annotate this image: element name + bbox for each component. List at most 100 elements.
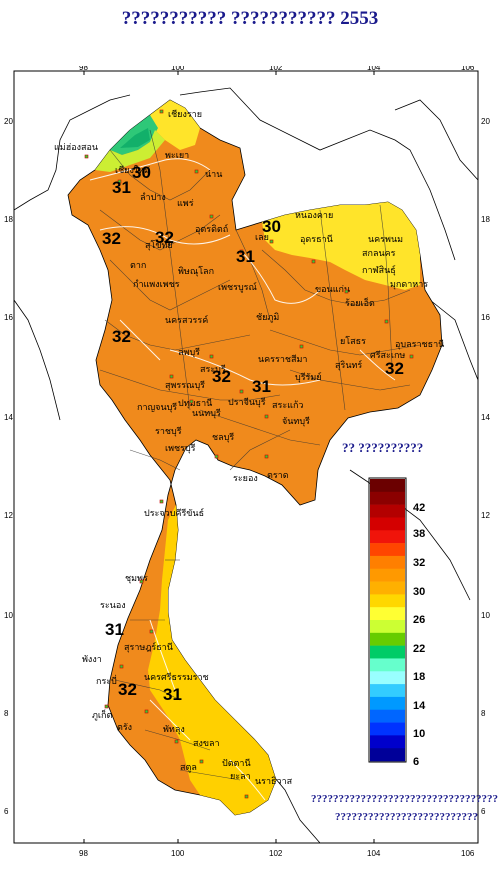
province-labels: เชียงราย แม่ฮ่องสอน เชียงใหม่ พะเยา น่าน… (54, 109, 444, 786)
province-label: กำแพงเพชร (133, 279, 180, 289)
province-label: กาญจนบุรี (137, 402, 177, 413)
province-label: เชียงราย (168, 109, 202, 119)
province-label: พัทลุง (163, 724, 185, 735)
province-label: นราธิวาส (255, 776, 293, 786)
y-axis-labels-left: 20 18 16 14 12 10 8 6 (4, 117, 13, 816)
color-legend: 42 38 32 30 26 22 18 14 10 6 (368, 477, 426, 768)
province-label: มุกดาหาร (390, 279, 428, 290)
province-label: ปัตตานี (222, 758, 251, 768)
zone-28-north (95, 130, 165, 172)
legend-swatch (370, 517, 405, 531)
contour-label: 31 (163, 685, 182, 704)
temperature-map: เชียงราย แม่ฮ่องสอน เชียงใหม่ พะเยา น่าน… (4, 66, 490, 858)
legend-swatch (370, 696, 405, 711)
province-label: ลพบุรี (178, 347, 200, 358)
province-label: ชัยภูมิ (256, 312, 279, 323)
x-tick-label: 102 (269, 66, 283, 72)
province-label: นครสวรรค์ (165, 314, 208, 325)
y-tick-label: 6 (4, 807, 9, 816)
legend-label: 30 (413, 586, 425, 598)
contour-label: 30 (262, 217, 281, 236)
y-tick-label: 10 (4, 611, 13, 620)
y-tick-label: 18 (4, 215, 13, 224)
station-markers (84, 109, 414, 799)
legend-swatch (370, 607, 405, 621)
zone-30-south (148, 505, 276, 815)
x-tick-label: 98 (79, 849, 88, 858)
province-label: นครราชสีมา (258, 354, 307, 364)
legend-swatch (370, 491, 405, 505)
province-label: กาฬสินธุ์ (362, 264, 396, 276)
province-label: เชียงใหม่ (115, 165, 150, 175)
province-label: อุบลราชธานี (395, 339, 444, 350)
contour-labels: 30 31 32 32 32 31 30 31 32 32 31 32 31 (102, 163, 404, 704)
legend-swatch (370, 722, 405, 736)
province-label: ขอนแก่น (315, 284, 350, 294)
province-label: กระบี่ (96, 674, 117, 686)
legend-label: 26 (413, 614, 425, 626)
zone-22-doi (120, 128, 150, 148)
legend-swatch (370, 555, 405, 570)
legend-label: 22 (413, 643, 425, 655)
legend-swatch (370, 735, 405, 749)
legend-label: 14 (413, 700, 426, 712)
y-tick-label: 8 (4, 709, 9, 718)
province-label: ตรัง (117, 722, 132, 732)
contour-label: 31 (252, 377, 271, 396)
province-label: ตราด (267, 470, 289, 480)
contour-label: 31 (112, 178, 131, 197)
province-label: สุพรรณบุรี (165, 380, 205, 391)
province-label: จันทบุรี (282, 416, 310, 427)
province-label: อุดรธานี (300, 234, 333, 245)
province-label: สระบุรี (200, 364, 226, 375)
x-tick-label: 106 (461, 66, 475, 72)
footnote-line-1: ?????????????????????????????????? (311, 793, 498, 805)
province-label: สุราษฎร์ธานี (124, 641, 173, 653)
province-label: ระนอง (100, 600, 126, 610)
contour-label: 32 (385, 359, 404, 378)
contour-lines (89, 158, 396, 801)
y-tick-label: 18 (481, 215, 490, 224)
province-label: ศรีสะเกษ (370, 350, 405, 360)
y-tick-label: 10 (481, 611, 490, 620)
legend-swatch (370, 568, 405, 582)
legend-swatch (370, 581, 405, 595)
y-tick-label: 14 (4, 413, 13, 422)
legend-label: 32 (413, 557, 425, 569)
x-axis-labels-top: 98 100 102 104 106 (79, 66, 475, 72)
x-tick-label: 106 (461, 849, 475, 858)
province-label: สุรินทร์ (335, 359, 362, 371)
province-label: ตาก (130, 260, 146, 270)
x-tick-label: 104 (367, 849, 381, 858)
province-label: เพชรบูรณ์ (218, 281, 257, 293)
y-tick-label: 16 (481, 313, 490, 322)
contour-label: 32 (112, 327, 131, 346)
province-label: เพชรบุรี (165, 443, 196, 454)
province-label: ลำปาง (140, 192, 166, 202)
contour-label: 32 (212, 367, 231, 386)
x-tick-label: 104 (367, 66, 381, 72)
province-label: สงขลา (193, 738, 220, 748)
legend-label: 18 (413, 671, 425, 683)
legend-swatch (370, 504, 405, 518)
province-label: ประจวบคีรีขันธ์ (144, 507, 204, 518)
province-label: พิษณุโลก (178, 266, 214, 277)
contour-label: 30 (132, 163, 151, 182)
legend-label: 6 (413, 756, 419, 768)
y-tick-label: 20 (4, 117, 13, 126)
legend-label: 10 (413, 728, 425, 740)
province-label: ชุมพร (125, 573, 148, 584)
province-label: สตูล (180, 762, 197, 773)
y-tick-label: 20 (481, 117, 490, 126)
zone-30-northeast (262, 202, 420, 290)
legend-swatch (370, 671, 405, 685)
legend-swatch (370, 709, 405, 723)
y-tick-label: 14 (481, 413, 490, 422)
contour-label: 32 (155, 228, 174, 247)
x-tick-label: 98 (79, 66, 88, 72)
legend-swatch (370, 748, 405, 762)
y-tick-label: 12 (481, 511, 490, 520)
province-label: หนองคาย (295, 210, 333, 220)
province-label: สกลนคร (362, 248, 396, 258)
province-label: แม่ฮ่องสอน (54, 142, 98, 152)
